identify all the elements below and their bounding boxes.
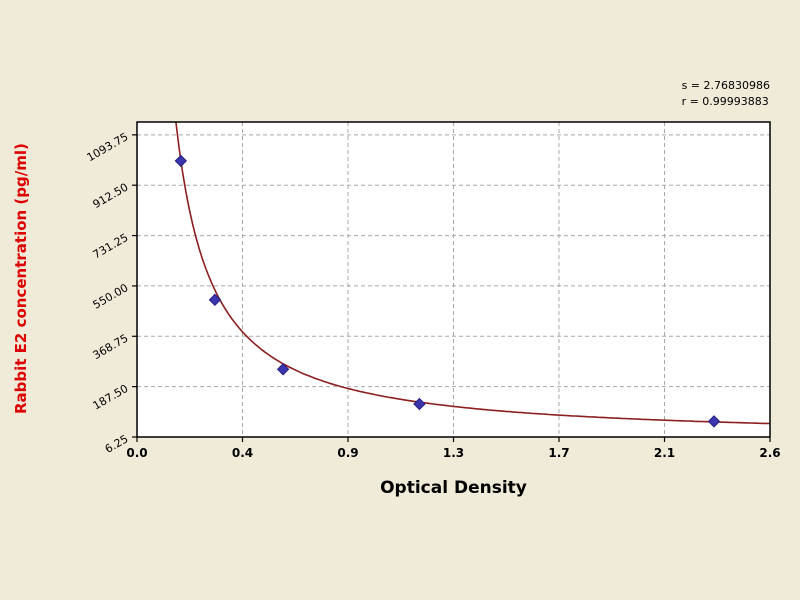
data-point-diamond — [707, 415, 721, 428]
y-tick-labels: 6.25187.50368.75550.00731.25912.501093.7… — [85, 130, 131, 456]
fit-statistics: s = 2.76830986 r = 0.99993883 — [682, 78, 770, 110]
data-points — [174, 154, 721, 428]
x-tick-label: 0.0 — [126, 446, 147, 460]
x-tick-label: 0.9 — [337, 446, 358, 460]
y-tick-label: 368.75 — [91, 332, 131, 363]
data-point-diamond — [413, 397, 426, 411]
y-axis-title: Rabbit E2 concentration (pg/ml) — [12, 143, 30, 415]
x-tick-label: 1.3 — [443, 446, 464, 460]
y-tick-label: 731.25 — [91, 231, 131, 262]
data-point-diamond — [174, 154, 188, 168]
axis-ticks — [132, 134, 771, 442]
data-point-diamond — [208, 293, 222, 307]
x-tick-label: 0.4 — [232, 446, 253, 460]
y-tick-label: 187.50 — [91, 382, 131, 413]
x-axis-title: Optical Density — [380, 478, 527, 498]
x-tick-label: 2.6 — [759, 446, 780, 460]
standard-curve-line — [175, 121, 771, 425]
data-point-diamond — [276, 363, 290, 376]
stat-r-value: r = 0.99993883 — [681, 95, 769, 108]
gridlines — [137, 122, 770, 437]
x-tick-label: 2.1 — [654, 446, 675, 460]
y-tick-label: 550.00 — [91, 281, 131, 312]
y-tick-label: 1093.75 — [85, 130, 131, 164]
y-tick-label: 912.50 — [91, 181, 131, 212]
x-tick-label: 1.7 — [548, 446, 569, 460]
stat-s-value: s = 2.76830986 — [681, 79, 770, 92]
x-tick-labels: 0.0 0.4 0.9 1.3 1.7 2.1 2.6 — [126, 446, 780, 460]
